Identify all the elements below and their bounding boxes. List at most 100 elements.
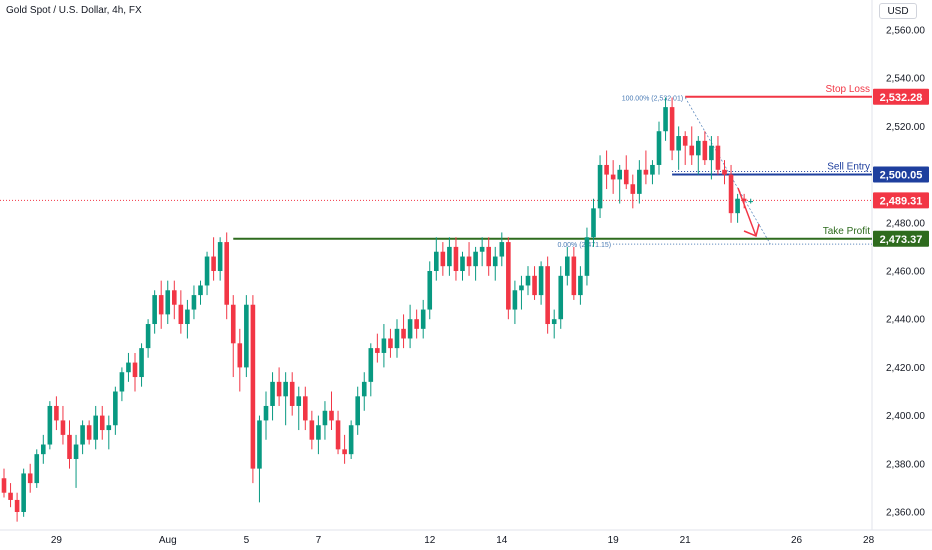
price-tag-bg (873, 166, 929, 183)
candle-body (532, 275, 537, 296)
candle-body (99, 415, 105, 431)
y-tick-label: 2,540.00 (886, 74, 925, 85)
currency-selector[interactable]: USD (879, 3, 917, 19)
candle-body (571, 256, 577, 296)
candle-body (722, 169, 727, 175)
x-tick-label: 7 (316, 535, 322, 546)
price-tag-bg (873, 230, 929, 247)
candle-body (519, 285, 524, 291)
candle-body (676, 136, 681, 151)
candle-body (427, 271, 433, 310)
candle-body (244, 304, 249, 368)
candle-body (263, 405, 269, 421)
candle-body (21, 473, 26, 512)
candle-body (617, 169, 622, 180)
candle-body (303, 396, 308, 421)
candle-body (60, 420, 66, 435)
candle-body (257, 420, 262, 469)
candle-body (584, 237, 590, 276)
price-tag-bg (873, 192, 929, 209)
candle-body (702, 140, 708, 161)
candle-body (728, 174, 734, 214)
candle-body (8, 492, 13, 500)
y-tick-label: 2,360.00 (886, 508, 925, 519)
candle-body (650, 164, 655, 175)
candle-body (604, 164, 609, 175)
candle-body (440, 251, 446, 267)
candle-body (27, 473, 33, 484)
candle-body (545, 266, 550, 325)
x-tick-label: 5 (244, 535, 250, 546)
price-axis-border (0, 0, 932, 531)
candle-body (41, 444, 46, 455)
x-tick-label: 29 (51, 535, 63, 546)
price-tag-label: 2,500.05 (880, 169, 923, 181)
candle-body (296, 396, 302, 406)
candle-body (368, 348, 374, 382)
x-tick-label: 26 (791, 535, 803, 546)
candle-body (152, 295, 157, 325)
candle-body (86, 425, 92, 440)
candle-body (610, 174, 616, 180)
price-tag-label: 2,489.31 (880, 195, 923, 207)
arrow-head (743, 223, 760, 238)
candle-body (178, 304, 184, 325)
candle-body (492, 256, 498, 267)
candle-body (623, 169, 629, 185)
y-tick-label: 2,560.00 (886, 26, 925, 37)
candles (1, 97, 753, 522)
candle-body (158, 295, 164, 315)
candle-body (741, 198, 747, 202)
candle-body (145, 324, 151, 349)
fib-top-label: 100.00% (2,532.01) (622, 95, 684, 102)
x-tick-label: Aug (159, 535, 177, 546)
candle-body (656, 131, 662, 165)
candle-body (715, 145, 721, 170)
candle-body (204, 256, 210, 286)
candle-body (119, 372, 125, 392)
candle-body (93, 415, 98, 440)
candle-body (591, 208, 596, 238)
candle-body (473, 251, 478, 267)
candle-body (1, 478, 7, 493)
candle-body (283, 381, 288, 397)
candle-body (434, 251, 439, 271)
candle-body (578, 275, 583, 296)
candle-body (270, 381, 275, 406)
candle-body (453, 246, 459, 271)
candle-body (106, 425, 112, 431)
candle-body (696, 140, 701, 156)
candle-body (237, 343, 243, 368)
candle-body (276, 381, 282, 397)
candle-body (630, 184, 636, 194)
candle-body (316, 425, 321, 440)
candle-body (132, 362, 138, 378)
candle-body (191, 295, 197, 310)
fib-trend-line (684, 97, 771, 245)
candle-body (34, 454, 40, 484)
chart-title: Gold Spot / U.S. Dollar, 4h, FX (6, 5, 142, 16)
candle-body (54, 405, 59, 421)
price-tag-bg (873, 88, 929, 105)
time-axis[interactable]: 29 Aug 5 7 12 14 19 21 26 28 (51, 535, 875, 546)
candle-body (211, 256, 216, 271)
price-tag-label: 2,532.28 (880, 92, 923, 104)
candle-body (355, 396, 360, 426)
price-axis[interactable]: 2,360.00 2,380.00 2,400.00 2,420.00 2,440.00… (886, 26, 925, 519)
candle-body (289, 381, 295, 406)
candle-body (375, 348, 380, 353)
candle-body (486, 246, 491, 267)
arrow-shaft (737, 187, 757, 237)
candle-body (224, 242, 229, 305)
y-tick-label: 2,480.00 (886, 218, 925, 229)
candle-body (348, 425, 354, 455)
candle-body (329, 410, 334, 421)
candle-body (381, 338, 387, 353)
candle-body (113, 391, 118, 426)
candle-body (466, 256, 472, 267)
candle-body (198, 285, 203, 296)
stop-loss-label: Stop Loss (826, 84, 870, 95)
candle-body (538, 266, 544, 296)
candle-body (748, 201, 753, 203)
